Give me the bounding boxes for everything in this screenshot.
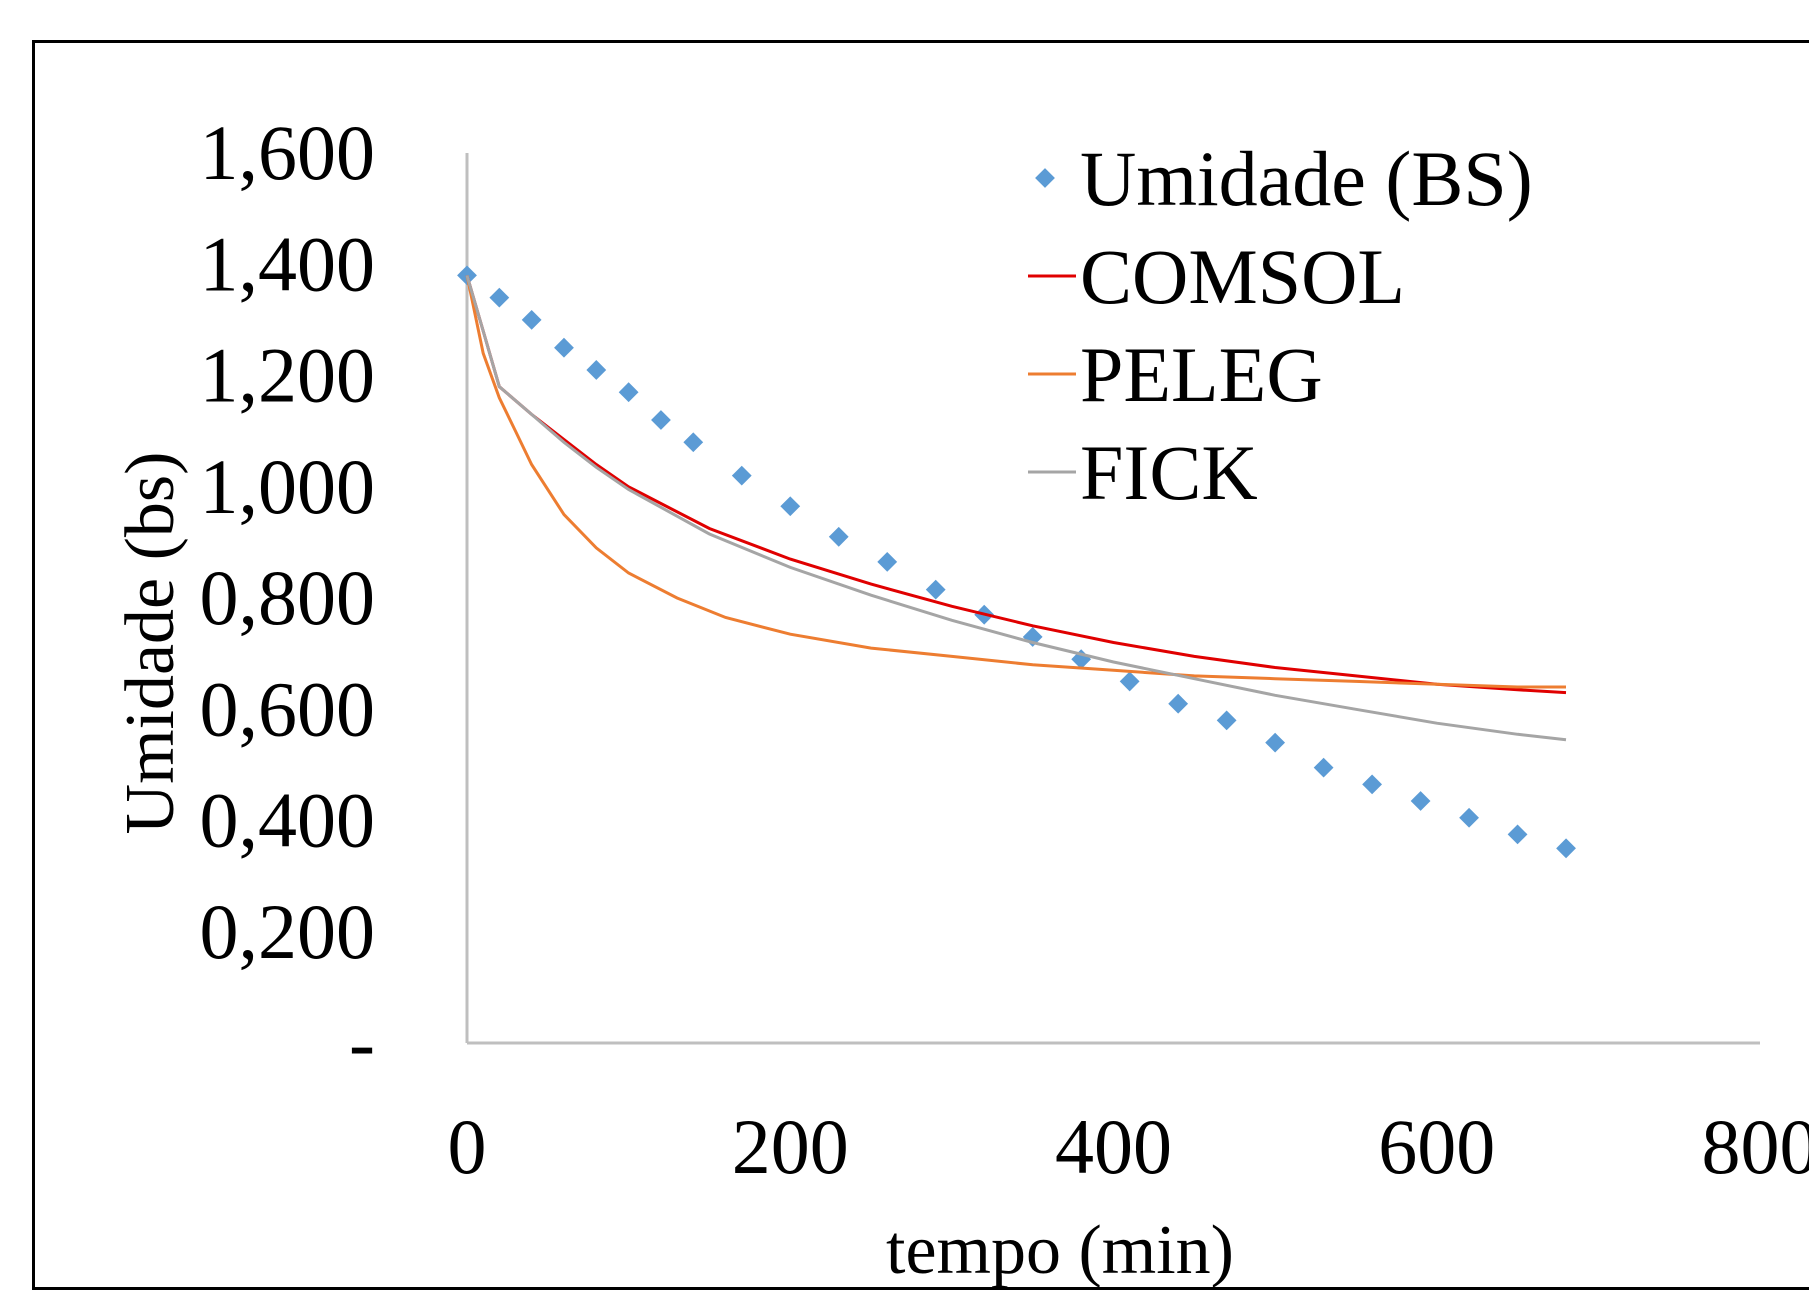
axes: - 0,200 0,400 0,600 0,800 1,000 1,200 1,400 1,60… <box>200 109 1809 1190</box>
data-point-umidade-bs <box>1556 838 1576 858</box>
data-point-umidade-bs <box>554 338 574 358</box>
legend-label-peleg: PELEG <box>1080 331 1323 418</box>
series-line-peleg <box>467 275 1566 687</box>
data-point-umidade-bs <box>1120 672 1140 692</box>
y-tick-label: 0,600 <box>200 665 376 752</box>
x-axis-title: tempo (min) <box>886 1212 1234 1289</box>
legend: Umidade (BS) COMSOL PELEG FICK <box>1028 135 1533 516</box>
data-point-umidade-bs <box>1459 808 1479 828</box>
data-point-umidade-bs <box>1217 710 1237 730</box>
y-tick-label: 1,600 <box>200 109 376 196</box>
y-tick-label: 1,000 <box>200 443 376 530</box>
legend-label-fick: FICK <box>1080 429 1258 516</box>
data-point-umidade-bs <box>586 360 606 380</box>
chart: - 0,200 0,400 0,600 0,800 1,000 1,200 1,400 1,60… <box>35 43 1809 1293</box>
y-tick-label: 0,400 <box>200 777 376 864</box>
x-tick-label: 200 <box>732 1103 849 1190</box>
y-tick-label: 1,400 <box>200 220 376 307</box>
data-point-umidade-bs <box>683 432 703 452</box>
series-line-fick <box>467 275 1566 739</box>
data-point-umidade-bs <box>489 288 509 308</box>
legend-label-umidade-bs: Umidade (BS) <box>1080 135 1533 222</box>
series-line-comsol <box>467 275 1566 692</box>
data-point-umidade-bs <box>1314 758 1334 778</box>
y-tick-label: - <box>349 999 375 1086</box>
data-point-umidade-bs <box>877 552 897 572</box>
data-point-umidade-bs <box>780 496 800 516</box>
x-tick-label: 0 <box>448 1103 487 1190</box>
y-tick-label: 0,200 <box>200 888 376 975</box>
x-tick-label: 400 <box>1055 1103 1172 1190</box>
data-point-umidade-bs <box>522 310 542 330</box>
data-point-umidade-bs <box>732 466 752 486</box>
data-point-umidade-bs <box>1508 825 1528 845</box>
data-point-umidade-bs <box>1411 791 1431 811</box>
y-axis-title: Umidade (bs) <box>112 452 189 835</box>
data-point-umidade-bs <box>619 382 639 402</box>
data-point-umidade-bs <box>651 410 671 430</box>
data-point-umidade-bs <box>1168 694 1188 714</box>
x-tick-label: 800 <box>1702 1103 1809 1190</box>
y-tick-label: 0,800 <box>200 554 376 641</box>
data-point-umidade-bs <box>1265 733 1285 753</box>
y-tick-label: 1,200 <box>200 332 376 419</box>
x-tick-label: 600 <box>1378 1103 1495 1190</box>
plot-area <box>457 265 1576 858</box>
chart-frame: - 0,200 0,400 0,600 0,800 1,000 1,200 1,400 1,60… <box>32 40 1809 1290</box>
data-point-umidade-bs <box>829 527 849 547</box>
data-point-umidade-bs <box>1362 774 1382 794</box>
legend-label-comsol: COMSOL <box>1080 233 1405 320</box>
legend-marker-umidade-bs <box>1035 168 1055 188</box>
data-point-umidade-bs <box>926 580 946 600</box>
